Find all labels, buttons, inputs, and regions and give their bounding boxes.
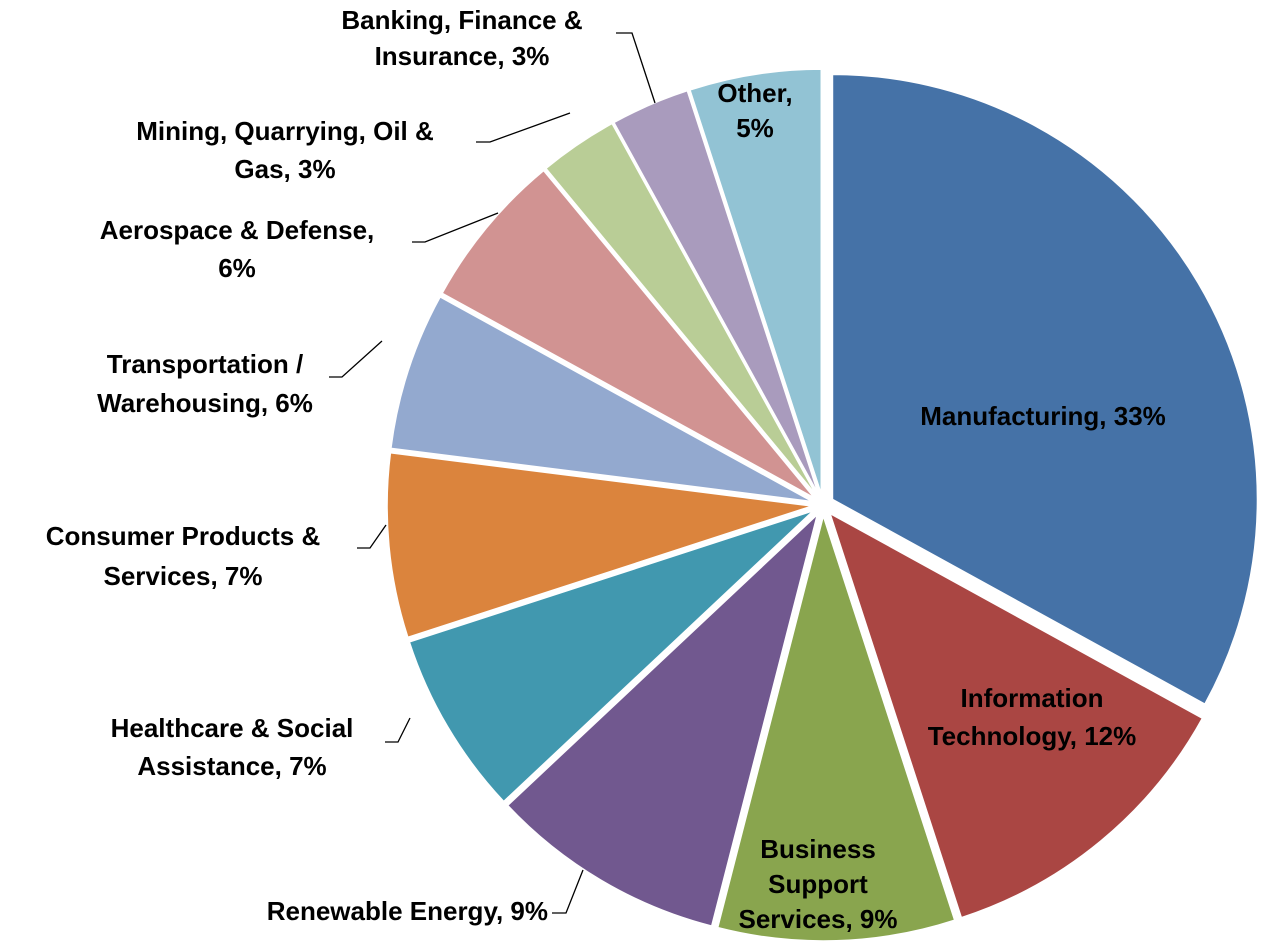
data-label: Healthcare & Social [111, 713, 354, 743]
data-label: Warehousing, 6% [97, 388, 313, 418]
leader-line [412, 212, 499, 243]
leader-line [385, 717, 411, 743]
pie-slice [716, 513, 956, 942]
data-label: Other, [717, 78, 792, 108]
data-label: Information [961, 683, 1104, 713]
data-label: Business [760, 834, 876, 864]
data-label: Consumer Products & [46, 521, 321, 551]
data-label: Support [768, 869, 868, 899]
pie-slice [689, 68, 823, 495]
data-label: Technology, 12% [928, 721, 1137, 751]
data-label: Renewable Energy, 9% [267, 896, 548, 926]
data-label: Services, 9% [738, 904, 897, 934]
leader-line [476, 112, 571, 143]
leader-line [616, 32, 656, 104]
leader-line [552, 869, 584, 914]
pie-slice [831, 73, 1259, 706]
data-label: Assistance, 7% [137, 751, 326, 781]
leader-line [329, 340, 383, 378]
leader-line [357, 524, 387, 549]
data-label: Manufacturing, 33% [920, 401, 1166, 431]
pie-slice [612, 89, 820, 496]
pie-slice [386, 451, 813, 639]
data-label: Services, 7% [103, 561, 262, 591]
pie-slice [506, 512, 819, 928]
data-label: Insurance, 3% [375, 41, 550, 71]
data-label: Mining, Quarrying, Oil & [136, 116, 434, 146]
data-label: Banking, Finance & [341, 5, 582, 35]
data-label: 5% [736, 113, 774, 143]
data-label: Aerospace & Defense, [100, 215, 375, 245]
pie-slice [828, 511, 1204, 919]
pie-slice [390, 295, 813, 503]
pie-slice [408, 509, 815, 803]
data-label: Transportation / [107, 349, 303, 379]
pie-slice [544, 122, 818, 497]
data-label: 6% [218, 253, 256, 283]
pie-slice [441, 169, 816, 499]
data-label: Gas, 3% [234, 154, 335, 184]
